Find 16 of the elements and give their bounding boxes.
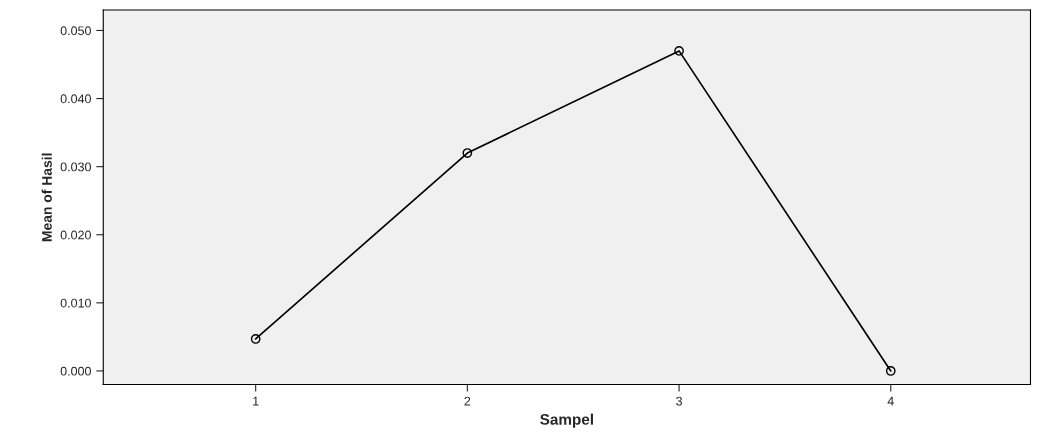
x-tick-label: 1 bbox=[253, 396, 259, 406]
y-tick-label: 0.030 bbox=[60, 162, 91, 172]
x-tick-label: 4 bbox=[887, 396, 894, 406]
y-tick-label: 0.040 bbox=[60, 94, 91, 104]
x-tick-label: 3 bbox=[676, 396, 682, 406]
y-tick-label: 0.010 bbox=[60, 298, 91, 308]
y-tick-label: 0.050 bbox=[60, 26, 91, 36]
point bbox=[674, 46, 684, 56]
y-tick-label: 0.020 bbox=[60, 230, 91, 240]
x-axis-title: Sampel bbox=[540, 413, 593, 428]
point bbox=[250, 334, 261, 344]
point bbox=[462, 148, 473, 158]
x-tick-label: 2 bbox=[464, 396, 471, 406]
point bbox=[885, 366, 896, 376]
y-axis-title: Mean of Hasil bbox=[41, 153, 52, 242]
y-tick-label: 0.000 bbox=[60, 366, 91, 376]
